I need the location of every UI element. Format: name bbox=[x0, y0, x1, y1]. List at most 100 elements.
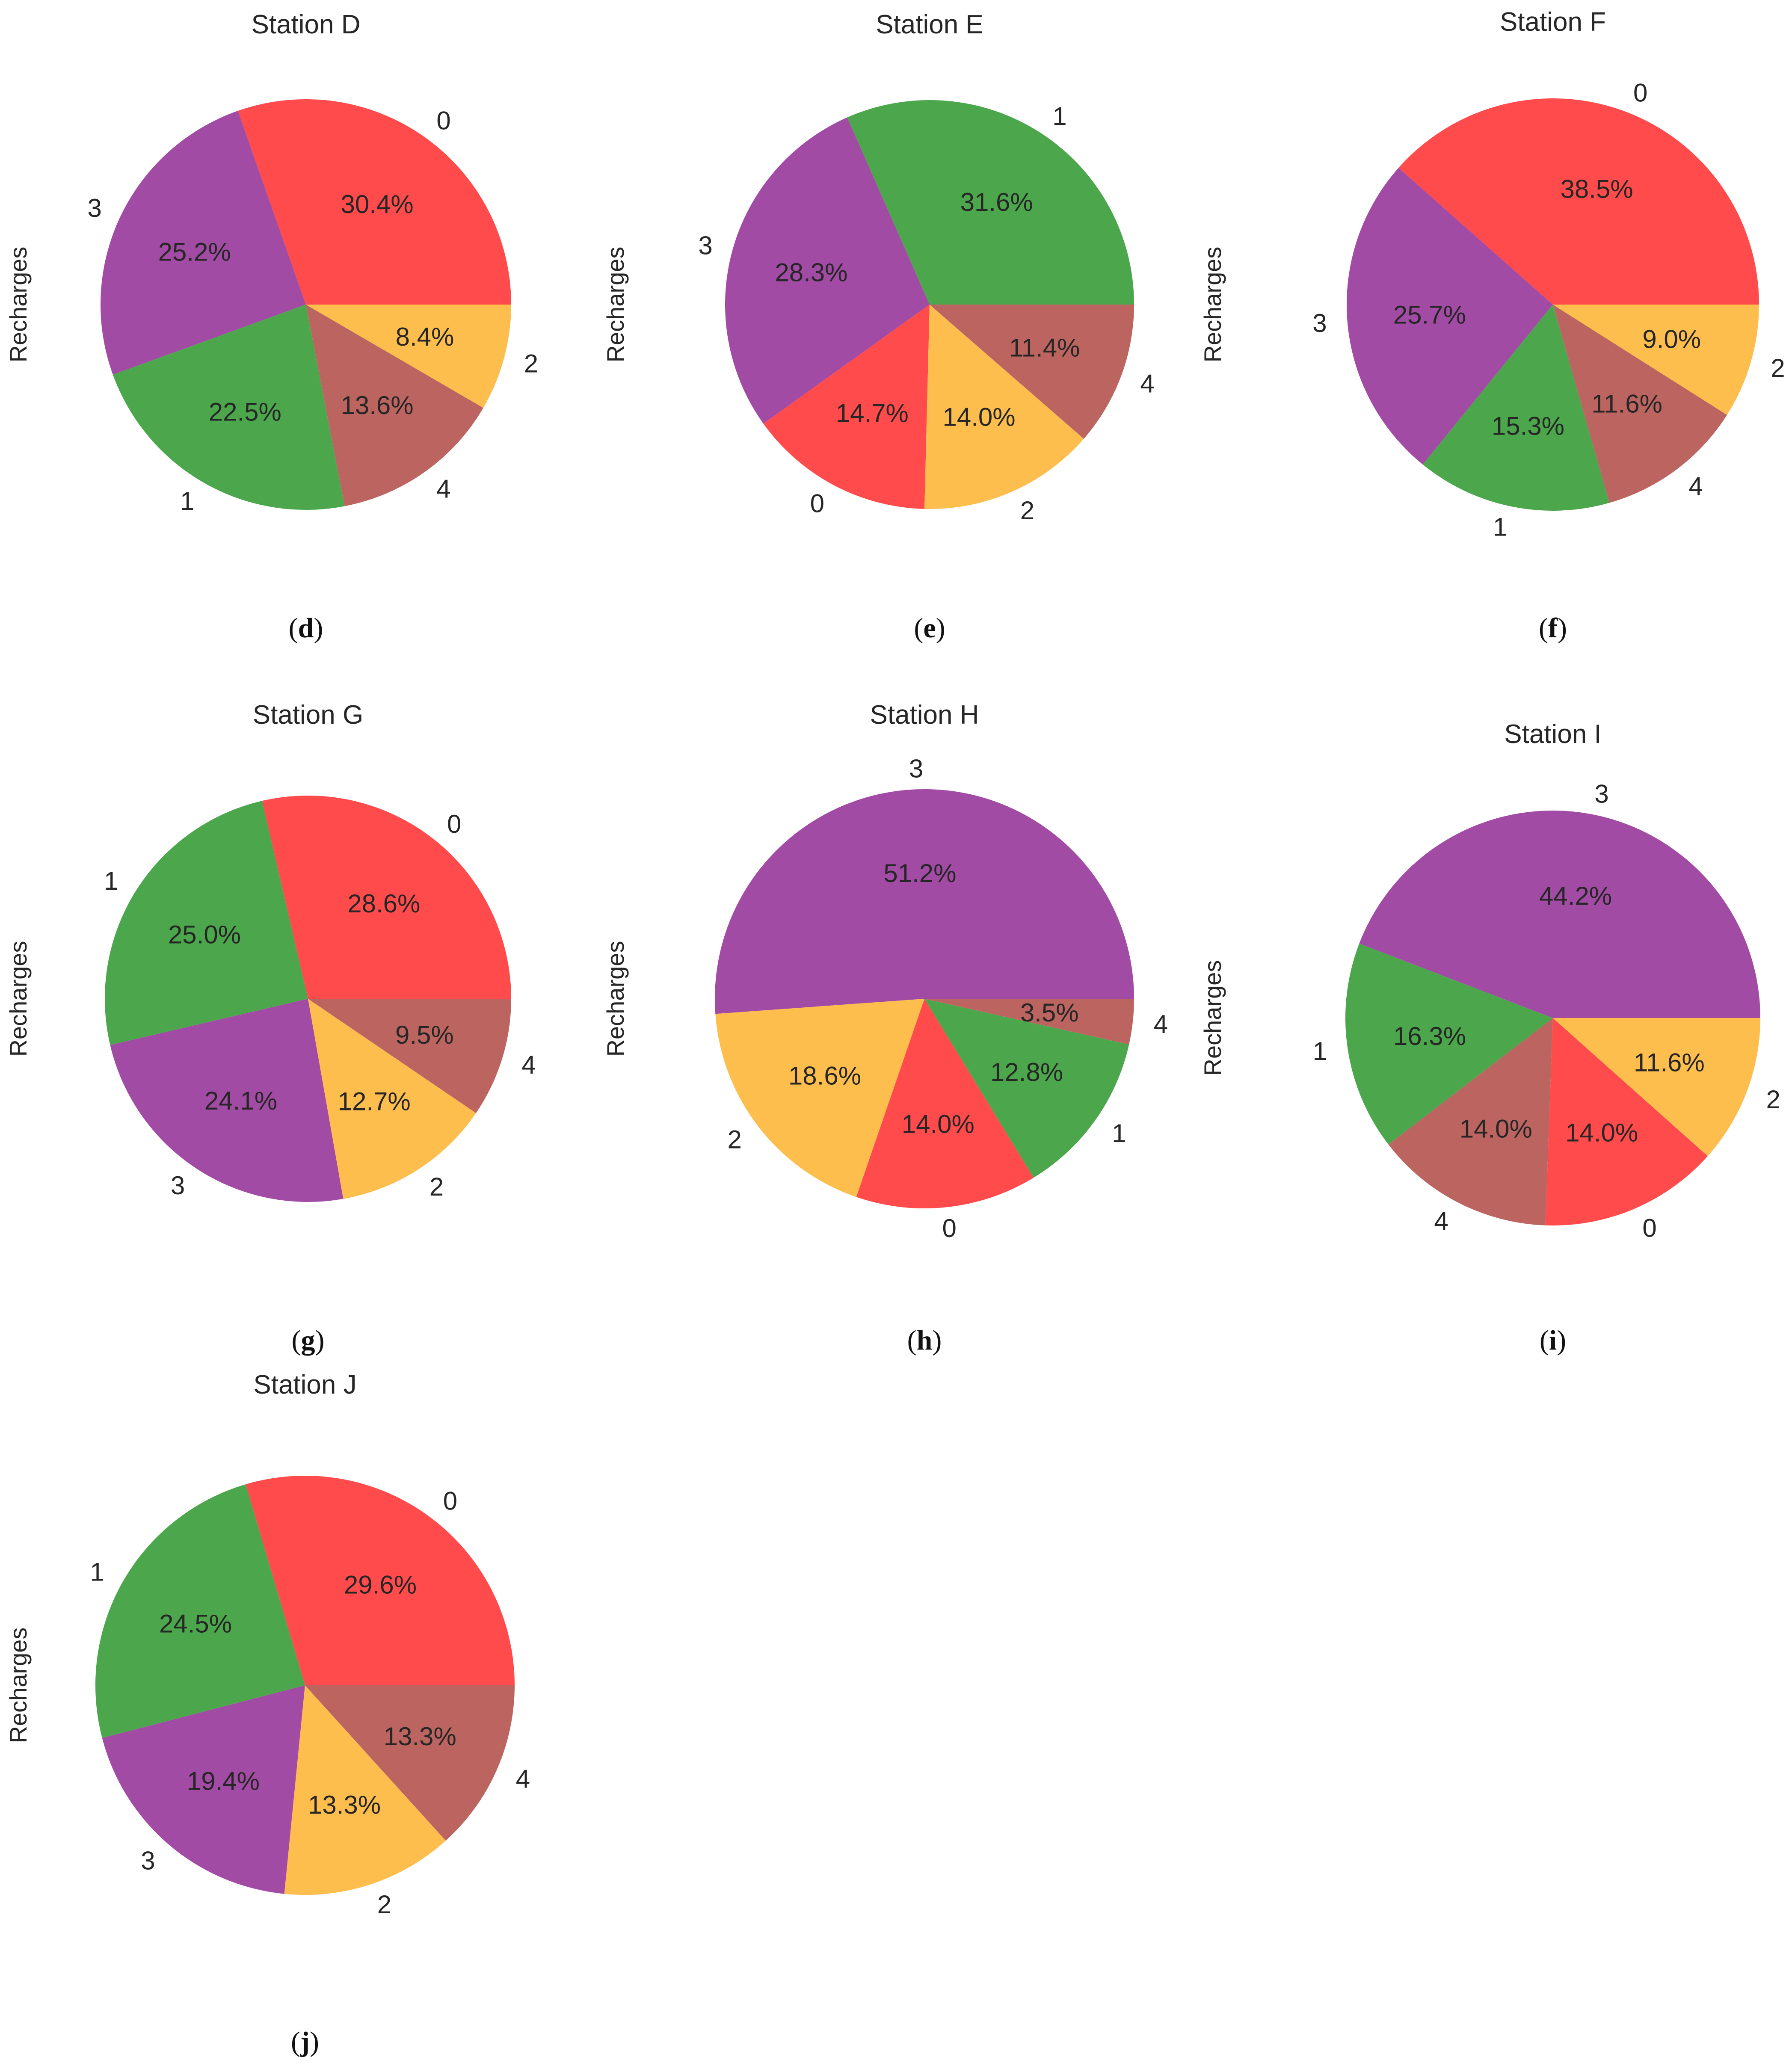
panel-caption: (i) bbox=[1540, 1325, 1566, 1356]
slice-category-label: 3 bbox=[1594, 780, 1608, 808]
slice-percent-label: 28.3% bbox=[775, 258, 847, 287]
slice-category-label: 1 bbox=[180, 487, 194, 515]
y-axis-label: Recharges bbox=[1199, 960, 1226, 1076]
slice-percent-label: 24.5% bbox=[159, 1609, 232, 1638]
pie-chart-station-g: Station G Recharges 28.6% 0 25.0% 1 24.1% 3 12.7… bbox=[5, 700, 536, 1356]
pie-slice-2 bbox=[306, 305, 511, 408]
slice-category-label: 3 bbox=[698, 231, 712, 260]
slice-category-label: 3 bbox=[1312, 309, 1327, 337]
slice-percent-label: 11.6% bbox=[1591, 390, 1662, 418]
slice-percent-label: 16.3% bbox=[1393, 1022, 1466, 1051]
slice-percent-label: 9.0% bbox=[1642, 325, 1701, 354]
slice-category-label: 2 bbox=[377, 1890, 391, 1919]
pie-slice-1 bbox=[1345, 943, 1553, 1145]
pie-slice-1 bbox=[113, 305, 345, 510]
pie-slice-3 bbox=[725, 117, 930, 424]
slice-category-label: 4 bbox=[1154, 1010, 1168, 1039]
slice-percent-label: 29.6% bbox=[344, 1571, 417, 1599]
slice-percent-label: 25.0% bbox=[168, 920, 241, 949]
slice-category-label: 2 bbox=[728, 1125, 742, 1154]
pie-slice-2 bbox=[715, 999, 924, 1197]
slice-category-label: 1 bbox=[1493, 512, 1507, 541]
chart-panel-station-e: Station E Recharges 31.6% 1 28.3% 3 14.7% 0 14.0… bbox=[597, 0, 1195, 710]
slice-category-label: 2 bbox=[1020, 496, 1034, 525]
pie-chart-station-e: Station E Recharges 31.6% 1 28.3% 3 14.7% 0 14.0… bbox=[602, 10, 1155, 644]
slice-percent-label: 28.6% bbox=[347, 889, 420, 918]
slice-percent-label: 14.0% bbox=[943, 403, 1016, 432]
chart-title: Station G bbox=[253, 700, 363, 730]
pie-slice-3 bbox=[100, 111, 306, 375]
slice-category-label: 0 bbox=[942, 1214, 957, 1243]
pie-slice-0 bbox=[763, 305, 930, 509]
panel-caption: (f) bbox=[1539, 613, 1567, 644]
y-axis-label: Recharges bbox=[5, 247, 32, 363]
panel-caption: (j) bbox=[291, 2026, 319, 2057]
pie-slice-1 bbox=[1422, 305, 1610, 511]
pie-slice-4 bbox=[924, 999, 1134, 1045]
pie-slice-0 bbox=[1398, 98, 1759, 305]
pie-slice-4 bbox=[1553, 305, 1727, 503]
chart-panel-station-f: Station F Recharges 38.5% 0 25.7% 3 15.3% 1 11.6… bbox=[1194, 0, 1792, 710]
pie-slice-2 bbox=[284, 1685, 446, 1895]
chart-panel-station-h: Station H Recharges 51.2% 3 18.6% 2 14.0% 0 12.8… bbox=[597, 693, 1195, 1403]
slice-percent-label: 38.5% bbox=[1561, 175, 1633, 204]
pie-slice-0 bbox=[238, 99, 511, 305]
chart-panel-station-i: Station I Recharges 44.2% 3 16.3% 1 14.0% 4 14.0… bbox=[1194, 693, 1792, 1403]
panel-caption: (d) bbox=[289, 613, 323, 644]
pie-slice-2 bbox=[1553, 305, 1759, 415]
slice-category-label: 2 bbox=[524, 349, 538, 378]
slice-percent-label: 25.7% bbox=[1393, 301, 1466, 329]
y-axis-label: Recharges bbox=[5, 1628, 32, 1743]
panel-caption: (h) bbox=[907, 1325, 942, 1356]
pie-chart-station-f: Station F Recharges 38.5% 0 25.7% 3 15.3% 1 11.6… bbox=[1199, 7, 1785, 644]
slice-percent-label: 13.3% bbox=[384, 1722, 456, 1751]
pie-chart-station-i: Station I Recharges 44.2% 3 16.3% 1 14.0% 4 14.0… bbox=[1199, 719, 1780, 1356]
slice-percent-label: 18.6% bbox=[788, 1061, 861, 1090]
slice-percent-label: 14.0% bbox=[902, 1110, 974, 1138]
slice-category-label: 4 bbox=[516, 1765, 530, 1794]
slice-category-label: 3 bbox=[171, 1171, 185, 1200]
slice-category-label: 4 bbox=[436, 475, 450, 503]
slice-percent-label: 19.4% bbox=[187, 1767, 260, 1795]
slice-category-label: 0 bbox=[447, 810, 461, 838]
chart-title: Station H bbox=[870, 700, 979, 730]
chart-title: Station F bbox=[1500, 7, 1606, 37]
slice-percent-label: 11.6% bbox=[1634, 1048, 1705, 1077]
pie-slice-3 bbox=[1359, 810, 1760, 1018]
slice-category-label: 1 bbox=[1112, 1119, 1126, 1148]
slice-percent-label: 14.7% bbox=[836, 399, 909, 428]
slice-percent-label: 12.8% bbox=[990, 1058, 1063, 1086]
pie-slice-0 bbox=[856, 999, 1034, 1208]
y-axis-label: Recharges bbox=[1199, 247, 1226, 363]
slice-category-label: 0 bbox=[1633, 78, 1647, 107]
slice-category-label: 0 bbox=[1642, 1214, 1656, 1243]
panel-caption: (g) bbox=[292, 1325, 325, 1356]
pie-slice-4 bbox=[930, 305, 1134, 439]
slice-percent-label: 3.5% bbox=[1020, 998, 1079, 1027]
slice-category-label: 1 bbox=[1052, 102, 1066, 131]
slice-category-label: 1 bbox=[90, 1558, 104, 1586]
slice-percent-label: 24.1% bbox=[204, 1086, 277, 1115]
slice-category-label: 2 bbox=[429, 1172, 444, 1201]
pie-slice-3 bbox=[715, 789, 1134, 1014]
slice-percent-label: 13.6% bbox=[341, 391, 414, 420]
slice-category-label: 0 bbox=[436, 106, 450, 135]
slice-category-label: 2 bbox=[1771, 354, 1785, 382]
slice-category-label: 2 bbox=[1766, 1085, 1780, 1114]
slice-percent-label: 31.6% bbox=[960, 188, 1033, 216]
chart-panel-station-j: Station J Recharges 29.6% 0 24.5% 1 19.4% 3 13.3… bbox=[0, 1356, 598, 2066]
chart-title: Station J bbox=[253, 1370, 356, 1400]
pie-slice-0 bbox=[262, 795, 512, 999]
slice-percent-label: 14.0% bbox=[1565, 1119, 1638, 1147]
chart-panel-station-d: Station D Recharges 30.4% 0 25.2% 3 22.5% 1 13.6… bbox=[0, 0, 598, 710]
slice-category-label: 3 bbox=[141, 1847, 155, 1875]
chart-title: Station E bbox=[876, 10, 983, 39]
pie-slice-0 bbox=[1545, 1018, 1708, 1225]
slice-category-label: 4 bbox=[1688, 472, 1703, 501]
slice-percent-label: 51.2% bbox=[883, 859, 956, 888]
pie-slice-4 bbox=[1388, 1018, 1553, 1225]
pie-chart-station-h: Station H Recharges 51.2% 3 18.6% 2 14.0% 0 12.8… bbox=[602, 700, 1168, 1356]
pie-slice-3 bbox=[102, 1685, 305, 1894]
pie-slice-1 bbox=[924, 999, 1129, 1178]
slice-percent-label: 13.3% bbox=[308, 1791, 381, 1819]
